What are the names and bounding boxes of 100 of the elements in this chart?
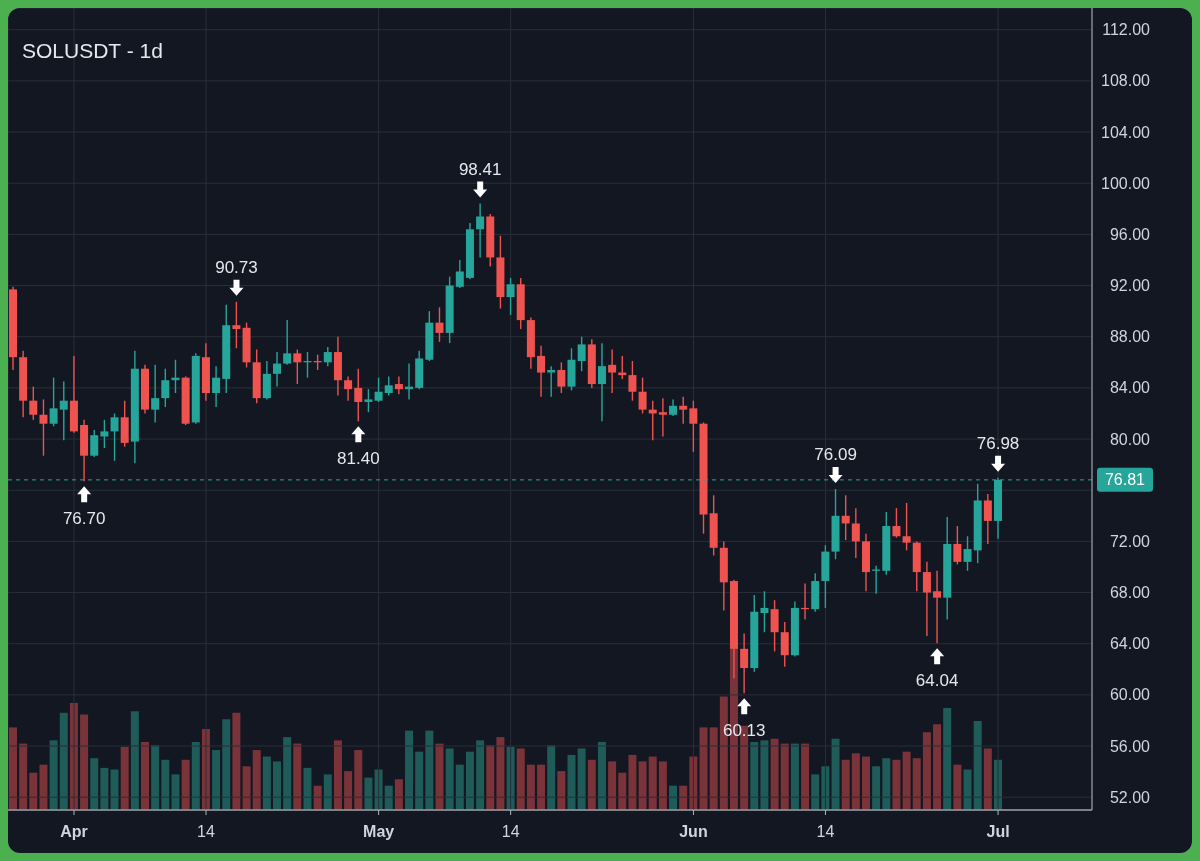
candlestick (608, 348, 617, 394)
bar (191, 741, 200, 810)
y-tick-label: 56.00 (1109, 737, 1151, 755)
candlestick (354, 368, 363, 422)
bar (476, 740, 485, 810)
candlestick (151, 364, 160, 424)
bar (344, 771, 353, 810)
bar (384, 785, 393, 810)
y-tick-label: 60.00 (1109, 686, 1151, 704)
candlestick (435, 306, 444, 343)
annotation: 98.41 (458, 159, 502, 179)
bar (608, 761, 617, 810)
bar (973, 720, 982, 810)
bar (801, 743, 810, 810)
candlestick (273, 351, 282, 388)
bar (709, 727, 718, 810)
bar (658, 761, 667, 810)
bar (262, 756, 271, 810)
annotation: 76.09 (814, 445, 857, 465)
bar (577, 748, 586, 810)
bar (953, 764, 962, 810)
bar (770, 738, 779, 810)
candlestick (658, 397, 667, 438)
candlestick (922, 561, 931, 637)
bar (597, 741, 606, 810)
bar (59, 712, 68, 810)
text: SOLUSDT - 1d (22, 39, 163, 63)
candlestick (679, 396, 688, 425)
candlestick (628, 360, 637, 402)
candlestick (384, 375, 393, 397)
annotation: 64.04 (915, 671, 959, 691)
bar (313, 785, 322, 810)
bar (445, 748, 454, 810)
bar (425, 730, 434, 810)
bar (760, 740, 769, 810)
y-tick-label: 104.00 (1101, 123, 1151, 141)
x-tick-label: Apr (60, 822, 88, 840)
bar (912, 758, 921, 810)
x-tick-label: Jun (679, 822, 708, 840)
annotation: 60.13 (722, 721, 766, 741)
bar (669, 785, 678, 810)
candlestick (577, 336, 586, 372)
candlestick (851, 507, 860, 559)
bar (364, 777, 373, 810)
bar (110, 769, 119, 810)
bar (648, 756, 657, 810)
candlestick (638, 376, 647, 415)
candlestick (689, 399, 698, 453)
candlestick (212, 365, 221, 408)
bar (587, 759, 596, 810)
candlestick (537, 344, 546, 398)
y-tick-label: 84.00 (1109, 379, 1151, 397)
y-tick-label: 68.00 (1109, 584, 1151, 602)
bar (49, 740, 58, 810)
bar (465, 751, 474, 810)
bar (526, 764, 535, 810)
candlestick (90, 429, 99, 458)
bar (699, 727, 708, 810)
bar (933, 724, 942, 810)
y-tick-label: 80.00 (1109, 430, 1151, 448)
bar (181, 759, 190, 810)
bar (19, 743, 28, 810)
candlestick (344, 375, 353, 402)
bar (415, 751, 424, 810)
candlestick (841, 494, 850, 541)
candlestick (983, 493, 992, 545)
x-tick-label: May (363, 822, 395, 840)
bar (212, 750, 221, 810)
bar (333, 740, 342, 810)
bar (100, 767, 109, 810)
bar (283, 737, 292, 810)
bar (618, 772, 627, 810)
bar (171, 774, 180, 810)
bar (232, 712, 241, 810)
x-tick-label: 14 (816, 822, 835, 840)
bar (638, 761, 647, 810)
bar (141, 741, 150, 810)
ref-line-label: 76.81 (1104, 471, 1146, 489)
bar (161, 759, 170, 810)
bar (547, 745, 556, 810)
candlestick (364, 388, 373, 413)
bar (130, 711, 139, 810)
bar (750, 741, 759, 810)
candlestick (953, 525, 962, 566)
annotation: 81.40 (337, 449, 380, 469)
candlestick (780, 621, 789, 668)
bar (455, 764, 464, 810)
bar (963, 769, 972, 810)
bar (811, 774, 820, 810)
bar (435, 743, 444, 810)
y-tick-label: 100.00 (1101, 174, 1151, 192)
bar (922, 732, 931, 810)
bar (252, 750, 261, 810)
candlestick (394, 375, 403, 395)
bar (80, 714, 89, 810)
candlestick (29, 385, 38, 421)
y-tick-label: 64.00 (1109, 635, 1151, 653)
bar (9, 727, 17, 810)
candlestick (963, 535, 972, 572)
candlestick (323, 346, 332, 367)
